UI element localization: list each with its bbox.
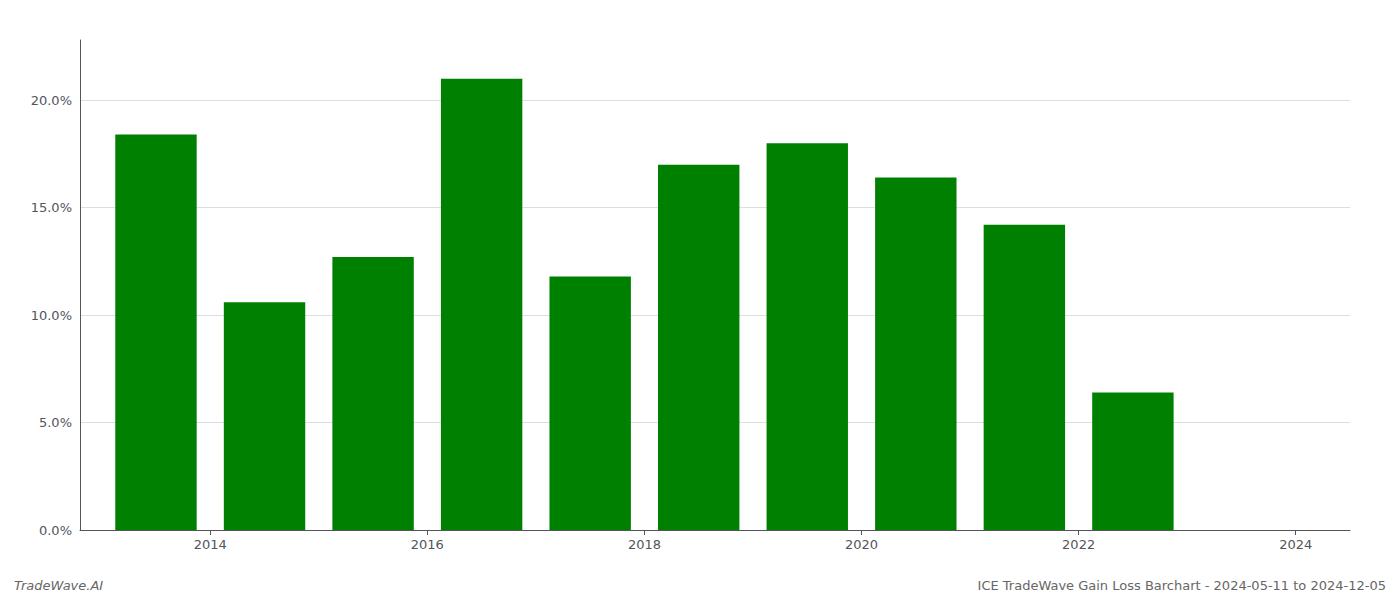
svg-text:2016: 2016	[411, 537, 444, 552]
svg-text:10.0%: 10.0%	[31, 308, 72, 323]
svg-text:TradeWave.AI: TradeWave.AI	[14, 578, 103, 593]
svg-text:2024: 2024	[1279, 537, 1312, 552]
svg-text:2018: 2018	[628, 537, 661, 552]
svg-text:15.0%: 15.0%	[31, 200, 72, 215]
svg-text:2020: 2020	[845, 537, 878, 552]
svg-text:ICE TradeWave Gain Loss Barcha: ICE TradeWave Gain Loss Barchart - 2024-…	[978, 578, 1386, 593]
svg-text:2014: 2014	[194, 537, 227, 552]
svg-text:20.0%: 20.0%	[31, 93, 72, 108]
svg-text:0.0%: 0.0%	[39, 523, 72, 538]
svg-text:2022: 2022	[1062, 537, 1095, 552]
svg-text:5.0%: 5.0%	[39, 415, 72, 430]
